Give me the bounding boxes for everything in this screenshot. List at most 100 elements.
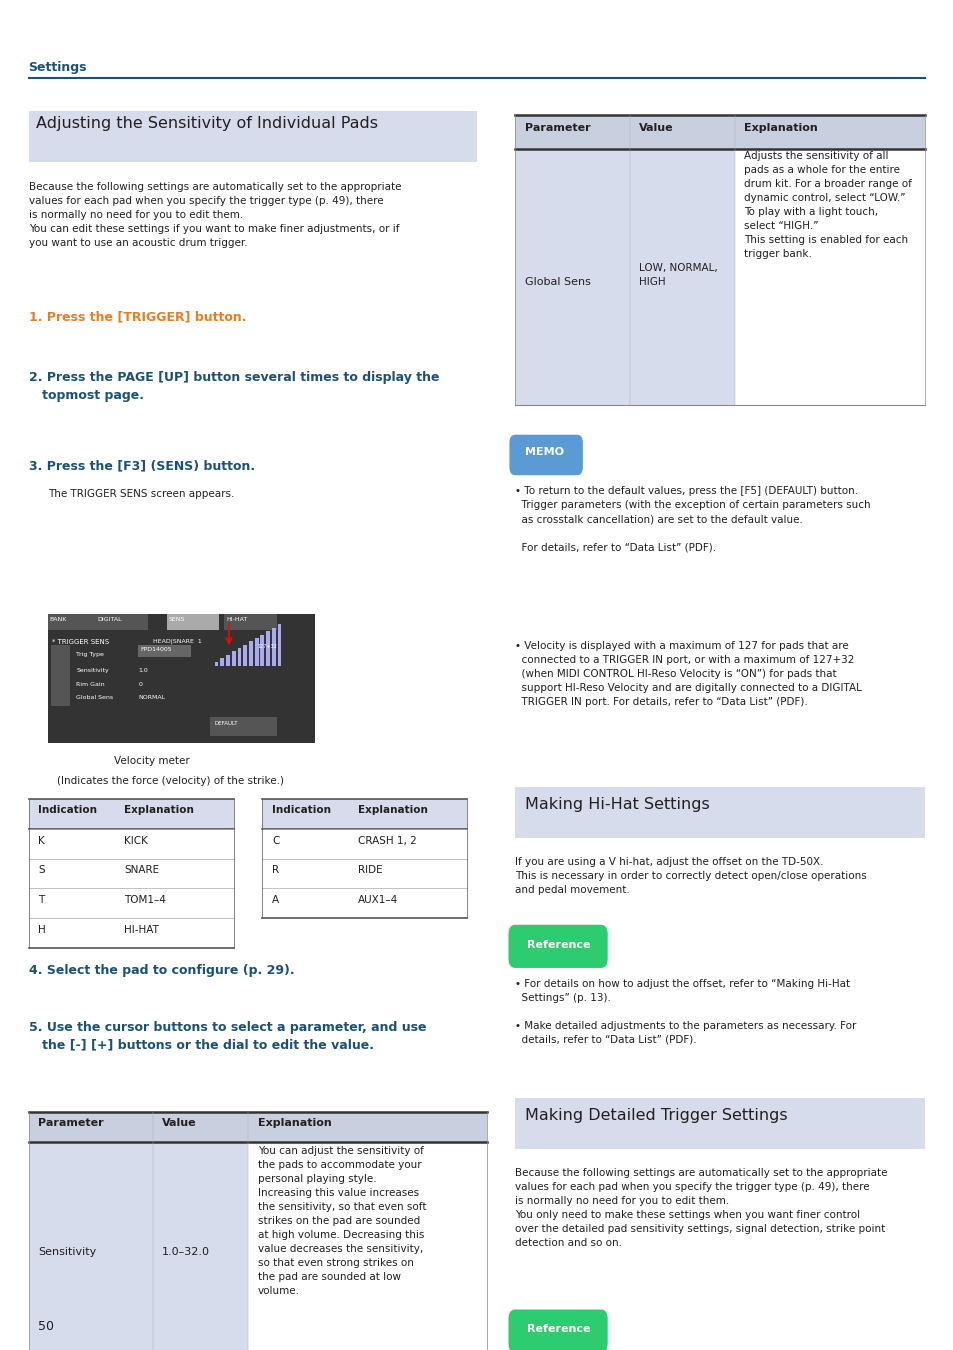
Text: Value: Value	[639, 123, 673, 132]
Text: Reference: Reference	[526, 1324, 590, 1334]
Text: Because the following settings are automatically set to the appropriate
values f: Because the following settings are autom…	[29, 182, 400, 248]
Bar	[515, 115, 924, 148]
Text: R: R	[272, 865, 278, 875]
Text: Velocity meter: Velocity meter	[114, 756, 190, 765]
Text: Sensitivity: Sensitivity	[38, 1247, 96, 1257]
Bar	[232, 652, 235, 666]
Text: FPD14005: FPD14005	[140, 647, 172, 652]
Bar	[220, 659, 224, 666]
Text: S: S	[38, 865, 45, 875]
Bar	[29, 799, 233, 829]
Text: 5. Use the cursor buttons to select a parameter, and use
   the [-] [+] buttons : 5. Use the cursor buttons to select a pa…	[29, 1021, 426, 1052]
Bar	[237, 648, 241, 666]
Bar	[226, 655, 230, 666]
Text: Reference: Reference	[526, 940, 590, 949]
Text: 1.0: 1.0	[138, 668, 148, 674]
Bar	[272, 628, 275, 666]
Bar	[95, 614, 148, 630]
Text: SENS: SENS	[169, 617, 185, 622]
Text: • To return to the default values, press the [F5] (DEFAULT) button.
  Trigger pa: • To return to the default values, press…	[515, 486, 870, 552]
Bar	[515, 787, 924, 838]
Text: T: T	[38, 895, 45, 905]
Bar	[167, 614, 219, 630]
Text: Parameter: Parameter	[524, 123, 590, 132]
Text: H: H	[38, 925, 46, 934]
Text: HIGH: HIGH	[639, 277, 665, 286]
Text: 2. Press the PAGE [UP] button several times to display the
   topmost page.: 2. Press the PAGE [UP] button several ti…	[29, 371, 438, 402]
Bar	[249, 641, 253, 666]
Text: Sensitivity: Sensitivity	[76, 668, 109, 674]
Text: Parameter: Parameter	[38, 1118, 104, 1127]
Bar	[29, 1142, 248, 1350]
Text: * TRIGGER SENS: * TRIGGER SENS	[52, 639, 110, 644]
Text: • Velocity is displayed with a maximum of 127 for pads that are
  connected to a: • Velocity is displayed with a maximum o…	[515, 641, 862, 707]
Text: NORMAL: NORMAL	[138, 695, 165, 701]
Bar	[515, 148, 734, 405]
Text: MEMO: MEMO	[524, 447, 563, 456]
Bar	[515, 1098, 924, 1149]
Text: Rim Gain: Rim Gain	[76, 682, 105, 687]
Text: BANK: BANK	[50, 617, 67, 622]
Text: K: K	[38, 836, 45, 845]
Bar	[29, 111, 476, 162]
Text: Adjusting the Sensitivity of Individual Pads: Adjusting the Sensitivity of Individual …	[36, 116, 377, 131]
Text: SNARE: SNARE	[124, 865, 159, 875]
Text: A: A	[272, 895, 278, 905]
Text: 127+32: 127+32	[257, 644, 277, 649]
Bar	[260, 634, 264, 666]
Text: • For details on how to adjust the offset, refer to “Making Hi-Hat
  Settings” (: • For details on how to adjust the offse…	[515, 979, 856, 1045]
FancyBboxPatch shape	[508, 1310, 607, 1350]
Bar	[266, 632, 270, 666]
Text: Trig Type: Trig Type	[76, 652, 104, 657]
Text: C: C	[272, 836, 279, 845]
Bar	[210, 717, 276, 736]
Bar	[243, 645, 247, 666]
Text: Indication: Indication	[38, 805, 97, 814]
Text: HI-HAT: HI-HAT	[226, 617, 247, 622]
FancyBboxPatch shape	[508, 925, 607, 968]
Text: TOM1–4: TOM1–4	[124, 895, 166, 905]
Text: 1.0–32.0: 1.0–32.0	[162, 1247, 210, 1257]
Text: DIGITAL: DIGITAL	[97, 617, 122, 622]
Text: 0: 0	[138, 682, 142, 687]
Text: Indication: Indication	[272, 805, 331, 814]
Text: Adjusts the sensitivity of all
pads as a whole for the entire
drum kit. For a br: Adjusts the sensitivity of all pads as a…	[743, 151, 911, 259]
Bar	[262, 799, 467, 829]
Text: HI-HAT: HI-HAT	[124, 925, 159, 934]
Bar	[138, 645, 191, 657]
Text: The TRIGGER SENS screen appears.: The TRIGGER SENS screen appears.	[48, 489, 233, 498]
Text: Global Sens: Global Sens	[76, 695, 113, 701]
Bar	[214, 662, 218, 666]
Text: 4. Select the pad to configure (p. 29).: 4. Select the pad to configure (p. 29).	[29, 964, 294, 977]
Text: You can adjust the sensitivity of
the pads to accommodate your
personal playing : You can adjust the sensitivity of the pa…	[257, 1146, 426, 1296]
Text: AUX1–4: AUX1–4	[357, 895, 397, 905]
Bar	[48, 614, 100, 630]
Text: CRASH 1, 2: CRASH 1, 2	[357, 836, 416, 845]
Text: (Indicates the force (velocity) of the strike.): (Indicates the force (velocity) of the s…	[57, 776, 284, 786]
Text: Making Detailed Trigger Settings: Making Detailed Trigger Settings	[524, 1108, 786, 1123]
Bar	[51, 645, 70, 706]
Text: Global Sens: Global Sens	[524, 277, 590, 286]
Text: Because the following settings are automatically set to the appropriate
values f: Because the following settings are autom…	[515, 1168, 886, 1247]
Bar	[29, 1112, 486, 1142]
Text: Explanation: Explanation	[124, 805, 193, 814]
Text: 3. Press the [F3] (SENS) button.: 3. Press the [F3] (SENS) button.	[29, 459, 254, 472]
Text: If you are using a V hi-hat, adjust the offset on the TD-50X.
This is necessary : If you are using a V hi-hat, adjust the …	[515, 857, 866, 895]
Text: 1. Press the [TRIGGER] button.: 1. Press the [TRIGGER] button.	[29, 310, 246, 324]
Text: LOW, NORMAL,: LOW, NORMAL,	[639, 263, 718, 273]
Text: Settings: Settings	[29, 61, 87, 74]
Text: Value: Value	[162, 1118, 196, 1127]
Bar	[48, 614, 314, 742]
Text: 50: 50	[38, 1320, 54, 1334]
Bar	[277, 625, 281, 666]
Bar	[254, 639, 258, 666]
Bar	[224, 614, 276, 630]
Text: DEFAULT: DEFAULT	[214, 721, 238, 726]
Text: HEAD|SNARE  1: HEAD|SNARE 1	[152, 639, 201, 644]
Text: KICK: KICK	[124, 836, 148, 845]
Text: Explanation: Explanation	[257, 1118, 331, 1127]
FancyBboxPatch shape	[509, 435, 582, 475]
Text: Explanation: Explanation	[357, 805, 427, 814]
Text: Explanation: Explanation	[743, 123, 817, 132]
Text: Making Hi-Hat Settings: Making Hi-Hat Settings	[524, 796, 709, 811]
